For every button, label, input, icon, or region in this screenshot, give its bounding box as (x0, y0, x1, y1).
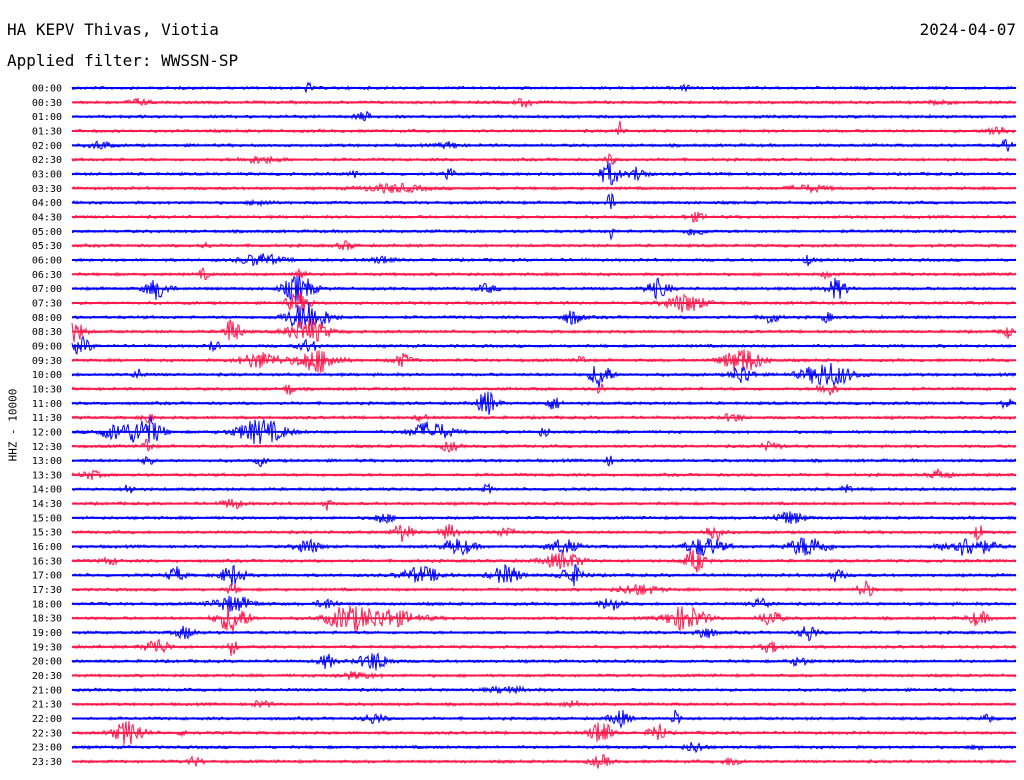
time-tick-label: 10:30 (32, 384, 62, 395)
time-tick-label: 23:30 (32, 757, 62, 768)
time-tick-label: 11:30 (32, 413, 62, 424)
time-tick-label: 07:00 (32, 284, 62, 295)
time-tick-label: 22:30 (32, 728, 62, 739)
trace-line (71, 579, 1017, 597)
time-tick-label: 17:00 (32, 571, 62, 582)
time-tick-label: 23:00 (32, 743, 62, 754)
time-tick-label: 19:00 (32, 628, 62, 639)
time-tick-label: 17:30 (32, 585, 62, 596)
time-tick-label: 01:30 (32, 126, 62, 137)
time-tick-label: 04:30 (32, 212, 62, 223)
station-title: HA KEPV Thivas, Viotia (7, 20, 219, 39)
time-tick-label: 22:00 (32, 714, 62, 725)
time-tick-label: 16:00 (32, 542, 62, 553)
time-tick-label: 12:00 (32, 427, 62, 438)
time-tick-label: 08:30 (32, 327, 62, 338)
time-tick-label: 10:00 (32, 370, 62, 381)
time-tick-label: 05:30 (32, 241, 62, 252)
time-tick-label: 03:30 (32, 184, 62, 195)
time-tick-label: 13:30 (32, 470, 62, 481)
trace-line (71, 416, 1017, 445)
time-tick-label: 15:30 (32, 528, 62, 539)
trace-line (71, 192, 1017, 210)
time-tick-label: 09:00 (32, 341, 62, 352)
time-tick-label: 14:00 (32, 485, 62, 496)
time-tick-label: 01:00 (32, 112, 62, 123)
time-tick-label: 12:30 (32, 442, 62, 453)
time-tick-label: 02:00 (32, 141, 62, 152)
time-tick-label: 06:30 (32, 270, 62, 281)
time-tick-label: 08:00 (32, 313, 62, 324)
time-tick-label: 03:00 (32, 169, 62, 180)
time-tick-label: 21:30 (32, 700, 62, 711)
time-tick-label: 05:00 (32, 227, 62, 238)
time-tick-label: 07:30 (32, 298, 62, 309)
time-tick-label: 21:00 (32, 685, 62, 696)
time-tick-label: 15:00 (32, 513, 62, 524)
time-tick-label: 09:30 (32, 356, 62, 367)
time-tick-label: 16:30 (32, 556, 62, 567)
time-tick-label: 04:00 (32, 198, 62, 209)
time-tick-label: 19:30 (32, 642, 62, 653)
trace-line (71, 302, 1017, 329)
time-tick-label: 14:30 (32, 499, 62, 510)
trace-line (71, 120, 1017, 136)
filter-label: Applied filter: WWSSN-SP (7, 51, 239, 70)
trace-line (71, 498, 1017, 511)
time-tick-label: 13:00 (32, 456, 62, 467)
time-tick-label: 06:00 (32, 255, 62, 266)
time-tick-label: 20:30 (32, 671, 62, 682)
time-tick-label: 00:30 (32, 98, 62, 109)
time-tick-label: 20:00 (32, 657, 62, 668)
time-tick-label: 02:30 (32, 155, 62, 166)
time-tick-label: 11:00 (32, 399, 62, 410)
time-tick-label: 00:00 (32, 84, 62, 95)
time-tick-label: 18:30 (32, 614, 62, 625)
trace-line (71, 228, 1017, 241)
time-tick-label: 18:00 (32, 599, 62, 610)
date-label: 2024-04-07 (919, 20, 1016, 39)
